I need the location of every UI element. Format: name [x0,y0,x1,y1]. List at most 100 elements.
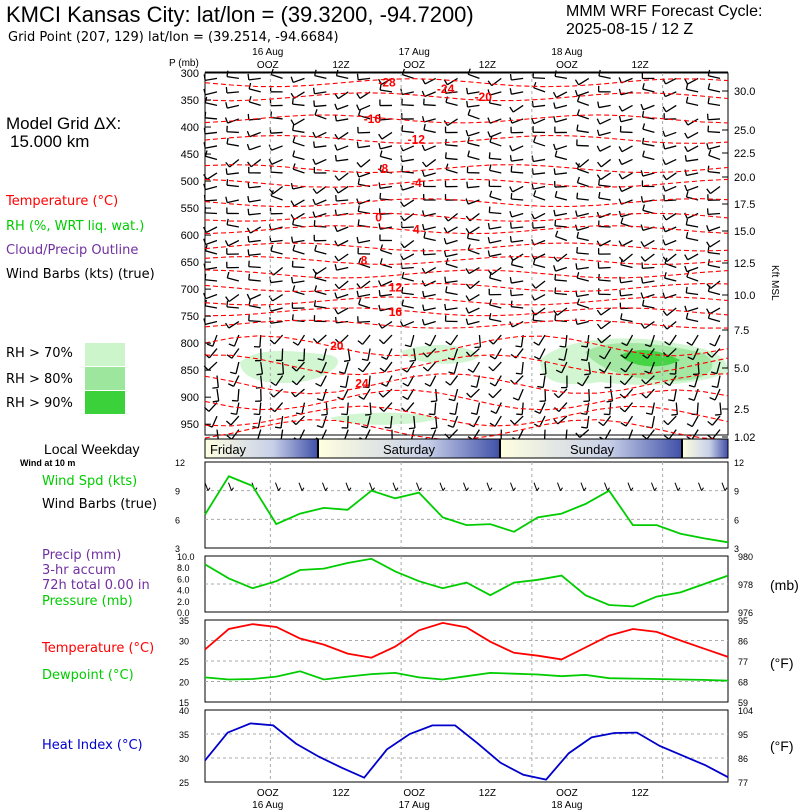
dewpoint-label: Dewpoint (°C) [42,668,134,683]
wind-barb-flag [490,410,497,415]
wind-barb-flag [684,254,689,261]
wind-barb [555,361,568,374]
wind-barb [596,239,611,247]
wind-barb-flag [270,381,277,387]
wind-barb-flag [290,76,294,83]
pressure-tick-label: 600 [181,230,199,242]
wind-barb-flag [292,285,296,292]
wind-barb [489,298,502,309]
wind-barb [618,115,633,123]
wind-barb [356,198,371,205]
wind-barb-flag [553,143,557,150]
surface-wind-barb [533,482,538,491]
wind-barb-shaft [533,226,546,229]
wind-barb-flag [488,164,492,171]
precip-total-label: 72h total 0.00 in [42,578,150,593]
wind-barb [203,292,218,300]
wind-speed-label: Wind Spd (kts) [42,474,138,489]
wind-barb-shaft [226,224,239,228]
wind-barb-flag [225,168,228,175]
wind-barb-shaft [344,361,349,374]
wind-barb-shaft [651,415,656,429]
wind-barb-shaft [664,199,677,202]
wind-barb-flag [620,258,623,265]
wind-barb-shaft [445,263,458,269]
wind-barb [532,258,546,269]
wind-barb-shaft [626,334,634,346]
wind-barb-shaft [533,87,546,93]
wind-barb-shaft [558,388,568,399]
wind-barb-shaft [445,280,458,284]
wind-barb-flag [575,210,578,217]
wind-barb [269,334,284,345]
wind-barb-shaft [292,129,305,134]
wind-barb [467,361,480,373]
top-date-label: 18 Aug [551,47,582,58]
wind-barb [421,170,436,177]
wind-barb-flag [357,205,360,212]
wind-barb-flag [640,170,644,177]
height-tick-label: 1.02 [734,432,755,444]
wind-barb-flag [379,192,382,199]
wind-barb [561,375,568,389]
wind-speed-line [204,475,729,544]
wind-barb [641,429,655,440]
wind-barb-flag [361,358,369,361]
wind-barb-shaft [643,239,655,248]
wind-barb-flag [225,161,231,168]
wind-barb [402,375,415,387]
wind-barb [204,111,218,120]
wind-barb-shaft [708,317,721,323]
wind-barb [226,207,239,215]
wind-barb-flag [424,342,431,347]
pressure-tick-right: 980 [738,552,753,562]
wind-barb-shaft [292,77,305,84]
wind-barb-flag [224,322,230,329]
wind-barb-flag [515,372,522,375]
wind-barb-flag [641,393,647,399]
wind-barb-shaft [248,304,261,309]
wind-barb [247,249,261,256]
wind-barb-flag [421,170,425,177]
wind-barb-shaft [467,320,480,326]
wind-barb [270,68,283,80]
wind-barb-flag [574,89,579,97]
wind-barb-flag [226,300,229,307]
wind-barb [227,375,240,387]
wind-barb-shaft [424,320,436,326]
wind-barb-flag [421,223,425,231]
wind-barb-shaft [555,118,568,123]
wind-barb-flag [334,264,338,271]
wind-barb [291,361,305,372]
wind-barb-shaft [453,361,459,374]
wind-barb-shaft [320,361,327,374]
wind-barb-flag [334,175,340,181]
wind-barb [488,288,502,296]
wind-barb-shaft [425,158,437,168]
wind-barb-shaft [233,334,240,347]
wind-barb-shaft [598,131,611,137]
wind-barb-shaft [686,172,699,177]
wind-barb-flag [533,355,540,360]
wind-barb-flag [510,353,517,359]
wind-barb [270,244,283,255]
wind-barb-shaft [423,307,436,312]
wind-barb-flag [334,225,338,232]
wind-barb-shaft [489,118,502,124]
wind-barb-flag [409,359,416,362]
wind-barb-flag [581,345,588,348]
wind-barb [225,293,240,303]
wind-barb [314,69,327,80]
wind-barb [489,348,502,360]
wind-barb-shaft [303,348,306,361]
wind-barb-flag [715,413,722,416]
wind-barb-flag [509,145,513,152]
height-tick-label: 12.5 [734,258,755,270]
wind-barb-shaft [599,118,611,125]
wind-barb-flag [662,214,667,221]
wind-barb-flag [248,273,251,280]
wind-barb-shaft [248,199,261,203]
wind-barb-flag [408,427,415,430]
wind-barb-shaft [292,103,305,107]
wind-barb-flag [576,163,581,170]
